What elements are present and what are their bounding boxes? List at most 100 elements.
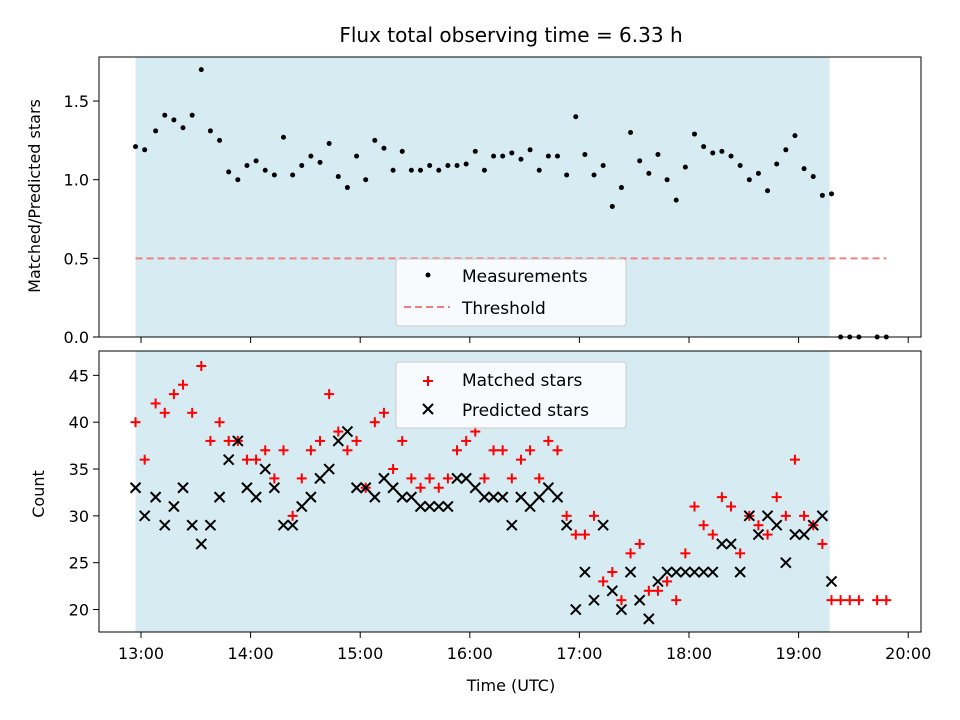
- predicted-star-point: [542, 482, 555, 494]
- x-axis-label: Time (UTC): [466, 676, 555, 695]
- legend-marker-matched: [423, 376, 433, 386]
- matched-star-point: [662, 576, 673, 587]
- measurement-point: [765, 188, 771, 194]
- matched-star-point: [168, 389, 179, 400]
- count-xtick-label: 20:00: [885, 644, 931, 663]
- predicted-star-point: [323, 463, 335, 475]
- ratio-y-axis-label: Matched/Predicted stars: [25, 99, 44, 293]
- measurement-point: [491, 153, 497, 159]
- predicted-star-point: [359, 482, 372, 494]
- predicted-star-point: [652, 575, 664, 588]
- predicted-star-point: [825, 575, 838, 588]
- predicted-star-point: [734, 566, 746, 578]
- measurement-point: [280, 134, 286, 140]
- measurement-point: [290, 172, 296, 178]
- matched-star-point: [424, 473, 435, 484]
- count-legend-box: [395, 361, 627, 429]
- matched-star-point: [214, 417, 225, 428]
- measurement-point: [226, 169, 232, 175]
- count-panel-frame: [98, 350, 922, 633]
- count-xtick-label: 15:00: [337, 644, 383, 663]
- matched-star-point: [251, 454, 262, 465]
- predicted-star-point: [807, 519, 819, 531]
- ratio-ytick-label: 1.0: [64, 171, 89, 190]
- measurement-point: [500, 153, 506, 159]
- measurement-point: [509, 150, 515, 156]
- count-xtick-label: 14:00: [228, 644, 274, 663]
- ratio-panel: 0.0 0.5 1.0 1.5 Matched/Predicted stars Mea…: [25, 56, 922, 347]
- measurement-point: [719, 148, 725, 154]
- matched-star-point: [397, 435, 408, 446]
- matched-star-point: [479, 473, 490, 484]
- predicted-star-point: [770, 519, 783, 531]
- matched-star-point: [241, 454, 252, 465]
- measurement-point: [564, 172, 570, 178]
- matched-star-point: [305, 445, 316, 456]
- predicted-star-point: [442, 500, 454, 513]
- matched-star-point: [260, 445, 271, 456]
- measurement-point: [783, 147, 789, 153]
- matched-star-point: [269, 473, 280, 484]
- matched-star-point: [187, 407, 198, 418]
- matched-star-point: [680, 548, 691, 559]
- matched-star-point: [652, 585, 663, 596]
- predicted-star-point: [277, 519, 290, 531]
- count-ytick-label: 30: [69, 507, 89, 526]
- predicted-star-point: [515, 491, 527, 503]
- measurement-point: [792, 133, 798, 139]
- matched-star-point: [515, 454, 526, 465]
- matched-star-point: [835, 595, 846, 606]
- count-ytick-label: 35: [69, 460, 89, 479]
- matched-star-point: [872, 595, 883, 606]
- matched-star-point: [698, 520, 709, 531]
- matched-star-point: [780, 510, 791, 521]
- ratio-ytick-label: 1.5: [64, 92, 89, 111]
- measurement-point: [417, 167, 423, 173]
- predicted-star-point: [305, 491, 317, 503]
- measurement-point: [591, 172, 597, 178]
- predicted-star-point: [579, 566, 591, 578]
- matched-star-point: [315, 435, 326, 446]
- legend-label-threshold: Threshold: [461, 299, 546, 319]
- matched-star-point: [525, 445, 536, 456]
- predicted-star-point: [615, 603, 628, 616]
- predicted-star-point: [314, 472, 326, 485]
- measurement-point: [390, 167, 396, 173]
- measurement-point: [673, 197, 679, 203]
- measurement-point: [363, 177, 369, 183]
- measurement-point: [755, 170, 761, 176]
- measurement-point: [454, 163, 460, 169]
- matched-star-point: [762, 529, 773, 540]
- predicted-star-point: [204, 519, 217, 531]
- matched-star-point: [415, 482, 426, 493]
- predicted-star-point: [149, 491, 162, 503]
- predicted-star-point: [496, 491, 509, 503]
- count-xtick-label: 16:00: [447, 644, 493, 663]
- matched-star-point: [598, 576, 609, 587]
- predicted-star-point: [697, 566, 710, 578]
- measurement-point: [253, 158, 259, 164]
- ratio-ytick-label: 0.5: [64, 249, 89, 268]
- matched-star-point: [205, 435, 216, 446]
- predicted-star-point: [816, 510, 829, 522]
- measurement-point: [171, 117, 177, 123]
- predicted-star-point: [460, 472, 472, 485]
- predicted-star-point: [350, 482, 363, 494]
- matched-star-point: [561, 510, 572, 521]
- count-ytick-label: 20: [69, 601, 89, 620]
- count-xtick-label: 18:00: [666, 644, 712, 663]
- count-panel: 20 25 30 35 40 45 13:00 14:00 15:00 16:00 17:00 18…: [29, 350, 931, 695]
- measurement-point: [317, 159, 323, 165]
- matched-star-point: [735, 548, 746, 559]
- predicted-star-point: [177, 482, 189, 494]
- matched-star-point: [689, 501, 700, 512]
- matched-star-point: [589, 510, 600, 521]
- matched-star-point: [433, 482, 444, 493]
- legend-marker-measurements: [425, 272, 431, 278]
- matched-star-point: [139, 454, 150, 465]
- measurement-point: [710, 150, 716, 156]
- matched-star-point: [461, 435, 472, 446]
- count-ytick-label: 40: [69, 413, 89, 432]
- measurement-point: [153, 128, 159, 134]
